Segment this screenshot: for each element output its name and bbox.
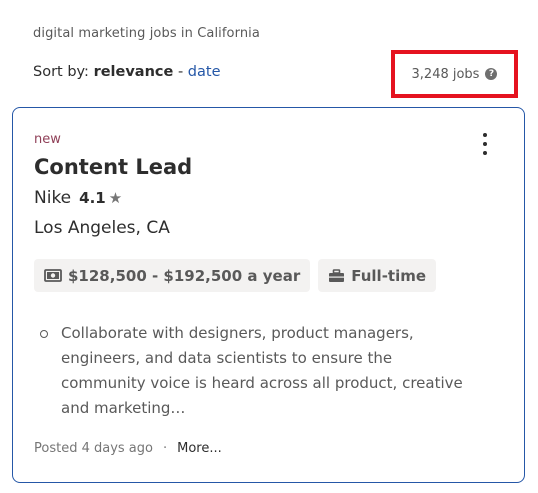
job-type-text: Full-time <box>351 266 427 285</box>
more-options-icon[interactable] <box>479 130 491 158</box>
sort-by-date-link[interactable]: date <box>187 64 221 80</box>
job-type-tag: Full-time <box>318 259 437 292</box>
new-badge: new <box>34 132 61 147</box>
kebab-dot <box>483 151 487 155</box>
company-name[interactable]: Nike <box>34 188 72 208</box>
rating-value: 4.1 <box>79 189 106 207</box>
job-title[interactable]: Content Lead <box>34 155 193 179</box>
sort-row: Sort by: relevance - date <box>33 64 221 80</box>
kebab-dot <box>483 133 487 137</box>
sort-prefix: Sort by: <box>33 64 89 80</box>
salary-text: $128,500 - $192,500 a year <box>68 266 301 285</box>
more-link[interactable]: More... <box>177 441 222 456</box>
money-icon <box>44 268 62 282</box>
job-count: 3,248 jobs <box>411 66 480 82</box>
job-location: Los Angeles, CA <box>34 218 170 238</box>
footer-separator: · <box>162 441 168 456</box>
job-card[interactable]: new Content Lead Nike 4.1 ★ Los Angeles,… <box>12 107 525 483</box>
help-icon[interactable]: ? <box>485 68 498 80</box>
company-row: Nike 4.1 ★ <box>34 188 122 208</box>
snippet-item: Collaborate with designers, product mana… <box>34 321 474 421</box>
briefcase-icon <box>329 268 345 282</box>
kebab-dot <box>483 142 487 146</box>
star-icon: ★ <box>108 189 123 207</box>
sort-active-relevance: relevance <box>93 64 174 80</box>
posted-date: Posted 4 days ago <box>34 441 153 456</box>
job-count-highlight: 3,248 jobs ? <box>391 50 518 98</box>
search-description: digital marketing jobs in California <box>33 26 260 41</box>
job-footer: Posted 4 days ago · More... <box>34 441 222 456</box>
salary-tag: $128,500 - $192,500 a year <box>34 259 311 292</box>
job-snippet: Collaborate with designers, product mana… <box>34 321 474 421</box>
sort-separator: - <box>177 64 184 80</box>
job-attributes: $128,500 - $192,500 a year Full-time <box>34 259 437 292</box>
company-rating: 4.1 ★ <box>79 189 122 207</box>
